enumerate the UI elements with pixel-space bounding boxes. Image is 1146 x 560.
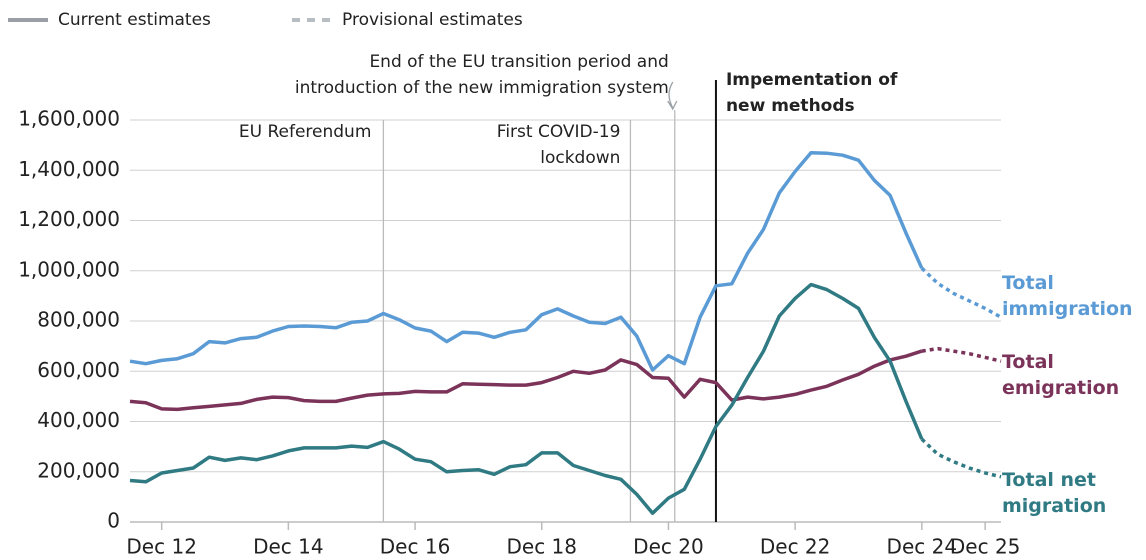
series-line	[129, 150, 924, 372]
y-tick-label: 800,000	[37, 308, 120, 332]
annotation-text: introduction of the new immigration syst…	[295, 78, 669, 98]
y-tick-label: 400,000	[37, 408, 120, 432]
series-label: Total immigration	[1002, 272, 1133, 320]
series-label-box: Total emigration	[1002, 351, 1120, 399]
y-tick-label: 600,000	[37, 358, 120, 382]
series-provisional-line	[920, 266, 1002, 319]
y-tick-label: 1,600,000	[18, 107, 120, 131]
annotation-arrow	[667, 81, 678, 111]
series-line	[129, 282, 924, 515]
x-tick-label: Dec 24	[887, 535, 958, 559]
annotation-text: lockdown	[540, 148, 620, 168]
x-tick-label: Dec 20	[633, 535, 704, 559]
series-label-box: Total immigration	[1002, 272, 1133, 320]
x-tick-label: Dec 22	[760, 535, 831, 559]
annotation-text: Impementation of	[726, 70, 898, 90]
series-label-box: Total net migration	[1002, 469, 1107, 517]
annotation-text: First COVID-19	[497, 122, 621, 142]
x-tick-label: Dec 12	[126, 535, 197, 559]
series-provisional-line	[920, 437, 1002, 479]
annotation-text: End of the EU transition period and	[369, 52, 668, 72]
x-tick-label: Dec 16	[380, 535, 451, 559]
y-tick-label: 1,000,000	[18, 257, 120, 281]
series-label: Total net migration	[1002, 469, 1107, 517]
series-provisional-line	[921, 346, 1002, 363]
y-tick-label: 1,200,000	[18, 207, 120, 231]
legend-label: Current estimates	[58, 10, 211, 30]
x-tick-label: Dec 18	[506, 535, 577, 559]
legend-label: Provisional estimates	[342, 10, 523, 30]
y-tick-label: 1,400,000	[18, 157, 120, 181]
annotation-text: new methods	[726, 96, 855, 116]
annotation-text: EU Referendum	[239, 122, 372, 142]
y-tick-label: 200,000	[37, 458, 120, 482]
series-label: Total emigration	[1002, 351, 1120, 399]
x-tick-label: Dec 14	[253, 535, 324, 559]
series-line	[129, 349, 923, 412]
x-tick-label: Dec 25	[950, 535, 1021, 559]
y-tick-label: 0	[107, 509, 120, 533]
